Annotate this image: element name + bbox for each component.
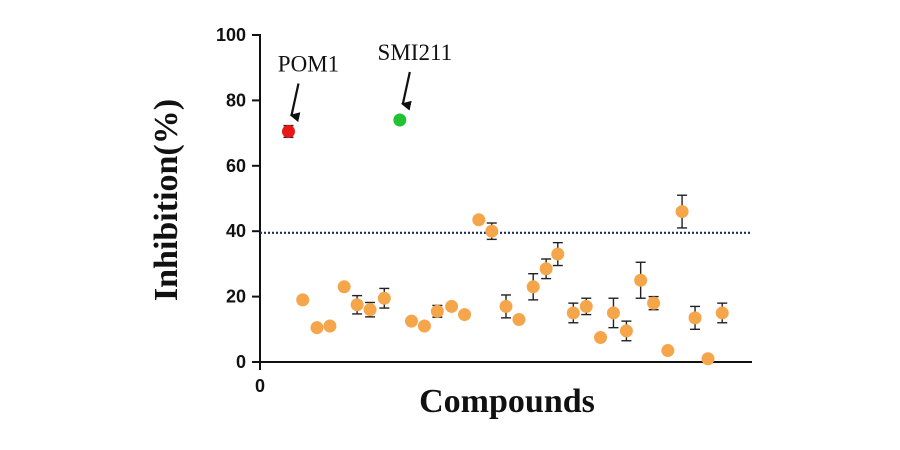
data-point	[363, 303, 377, 317]
control-point-pom1	[281, 124, 295, 138]
data-point	[526, 280, 540, 294]
annotation-label-smi211: SMI211	[378, 40, 453, 65]
data-point	[579, 299, 593, 313]
data-points	[281, 113, 729, 366]
data-point	[688, 311, 702, 325]
data-point	[430, 304, 444, 318]
y-tick-label: 40	[226, 221, 246, 241]
data-point	[404, 314, 418, 328]
y-tick-label: 60	[226, 156, 246, 176]
x-axis-title: Compounds	[419, 383, 595, 420]
control-point-smi211	[393, 113, 407, 127]
data-point	[661, 344, 675, 358]
data-point	[675, 205, 689, 219]
data-point	[619, 324, 633, 338]
y-axis-title: Inhibition(%)	[148, 99, 185, 301]
data-point	[566, 306, 580, 320]
data-point	[310, 321, 324, 335]
annotations: POM1 SMI211	[278, 40, 453, 123]
data-point	[499, 299, 513, 313]
data-point	[634, 273, 648, 287]
data-point	[606, 306, 620, 320]
y-tick-label: 80	[226, 90, 246, 110]
data-point	[512, 312, 526, 326]
data-point	[647, 296, 661, 310]
data-point	[458, 308, 472, 322]
data-point	[539, 262, 553, 276]
data-point	[323, 319, 337, 333]
data-point	[485, 224, 499, 238]
y-tick-label: 100	[216, 25, 246, 45]
data-point	[551, 247, 565, 261]
data-point	[472, 213, 486, 227]
data-point	[337, 280, 351, 294]
annotation-arrow-pom1	[289, 83, 301, 123]
data-point	[715, 306, 729, 320]
y-tick-label: 0	[236, 352, 246, 372]
data-point	[445, 299, 459, 313]
data-point	[377, 291, 391, 305]
y-tick-label: 20	[226, 287, 246, 307]
data-point	[296, 293, 310, 307]
data-point	[594, 330, 608, 344]
x-tick-label: 0	[255, 376, 265, 396]
annotation-label-pom1: POM1	[278, 51, 339, 76]
data-point	[701, 352, 715, 366]
data-point	[350, 298, 364, 312]
data-point	[417, 319, 431, 333]
annotation-arrow-smi211	[400, 71, 412, 111]
axes: 0 20 40 60 80 100 0	[216, 25, 752, 396]
